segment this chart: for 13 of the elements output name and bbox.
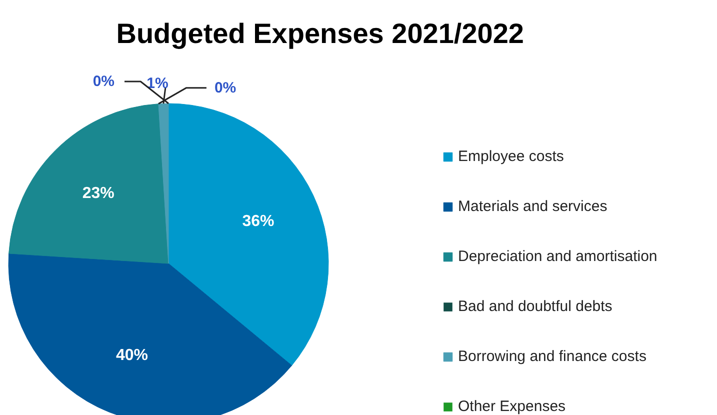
legend-label: Borrowing and finance costs	[458, 348, 646, 365]
chart-title: Budgeted Expenses 2021/2022	[116, 18, 524, 49]
legend-label: Other Expenses	[458, 398, 566, 415]
data-label: 40%	[116, 347, 148, 364]
data-label: 1%	[146, 75, 168, 92]
legend-label: Depreciation and amortisation	[458, 248, 658, 265]
data-label: 36%	[242, 212, 274, 230]
data-label: 23%	[82, 184, 114, 202]
text: 0%	[214, 79, 236, 96]
text: 0%	[92, 73, 115, 90]
legend-label: Employee costs	[458, 148, 564, 165]
legend-label: Materials and services	[458, 198, 608, 215]
legend-label: Bad and doubtful debts	[458, 298, 612, 315]
